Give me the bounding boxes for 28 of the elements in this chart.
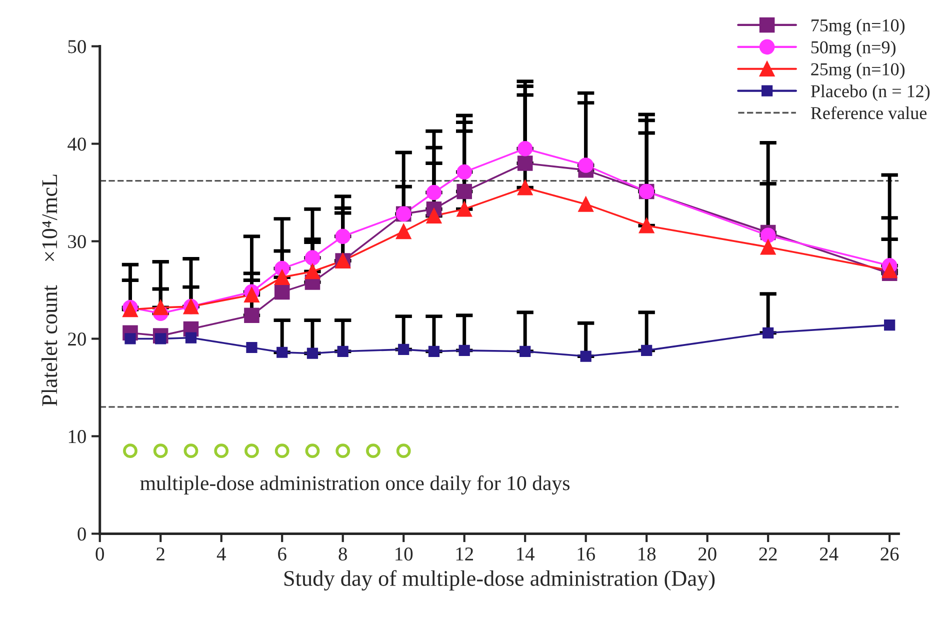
x-tick-label: 18 (638, 547, 656, 561)
y-tick-label: 50 (68, 40, 86, 54)
x-tick-label: 14 (517, 548, 535, 560)
annotation: multiple-dose administration once daily for 10 days (140, 475, 570, 495)
x-tick-label: 16 (578, 548, 595, 561)
y-axis-title: Platelet count ×10⁴/mcL (42, 174, 58, 406)
x-tick-label: 4 (216, 548, 226, 560)
y-tick-label: 30 (68, 235, 86, 248)
y-tick-label: 10 (68, 430, 86, 444)
x-tick-label: 8 (338, 547, 347, 561)
legend-label: Placebo (n = 12) (810, 84, 930, 101)
y-tick-label: 20 (68, 332, 86, 346)
legend-label: Reference value (810, 106, 927, 120)
x-tick-label: 26 (880, 548, 899, 561)
x-tick-label: 24 (820, 548, 838, 560)
x-tick-label: 2 (156, 548, 164, 560)
x-tick-label: 12 (456, 548, 473, 560)
legend-label: 50mg (n=9) (811, 40, 896, 58)
x-tick-label: 20 (698, 547, 716, 561)
x-tick-label: 6 (278, 548, 286, 561)
y-tick-label: 0 (78, 528, 86, 541)
x-tick-label: 22 (759, 548, 777, 560)
legend-label: 25mg (n=10) (811, 62, 905, 80)
x-tick-label: 10 (396, 547, 413, 561)
legend-label: 75mg (n=10) (812, 18, 905, 36)
x-axis-title: Study day of multiple-dose administration (Day) (284, 570, 715, 591)
y-tick-label: 40 (68, 138, 86, 151)
x-tick-label: 0 (96, 547, 104, 561)
